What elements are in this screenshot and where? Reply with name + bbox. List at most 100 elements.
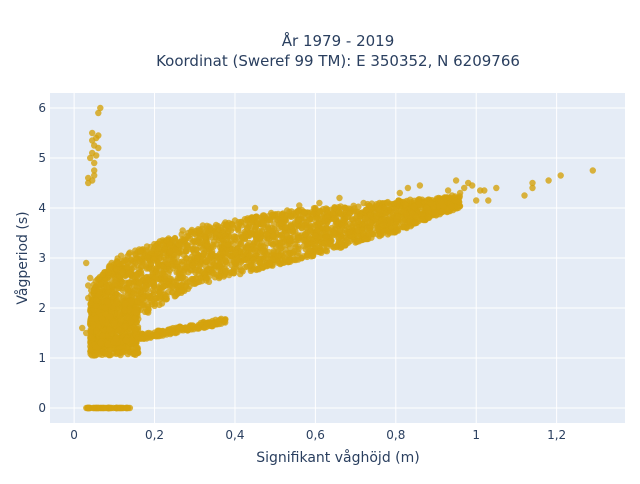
data-point [223,260,230,267]
data-point [291,247,298,255]
data-point [189,262,196,269]
data-point [165,270,172,277]
data-point [122,300,129,307]
data-point [461,184,468,192]
data-point [202,274,210,281]
data-point [384,227,391,235]
data-point [485,197,492,204]
data-point [203,320,211,327]
data-point [341,204,348,211]
data-point [246,252,253,259]
data-point [128,262,135,269]
data-point [253,213,260,220]
data-point [87,154,94,162]
data-point [444,187,452,194]
data-point [396,189,403,197]
data-point [150,280,157,287]
data-point [314,244,321,251]
x-tick-label: 0,2 [145,428,164,442]
data-point [232,249,239,256]
data-point [183,243,190,250]
data-point [107,263,115,271]
data-point [410,203,418,210]
data-point [195,239,202,247]
data-point [79,324,86,332]
data-point [353,208,360,215]
data-point [438,208,445,216]
data-point [233,255,241,263]
data-point [304,240,311,248]
data-point [119,268,126,275]
data-point [111,320,118,327]
data-point [317,208,324,215]
data-point [87,333,95,341]
data-point [193,246,200,253]
y-tick-label: 6 [38,101,46,115]
data-point [243,217,250,224]
data-point [115,260,123,267]
data-point [99,332,106,339]
data-point [203,242,211,249]
x-tick-label: 1,2 [547,428,566,442]
data-point [394,200,401,207]
data-point [163,292,170,300]
data-point [102,349,109,357]
data-point [90,281,97,288]
data-point [113,266,120,273]
data-point [114,291,121,299]
data-point [529,179,536,187]
data-point [147,330,154,337]
data-point [113,300,120,307]
data-point [401,201,409,208]
data-point [121,323,129,330]
data-point [348,224,355,231]
data-point [251,204,259,212]
data-point [114,281,121,288]
data-point [140,295,147,302]
data-point [136,280,143,287]
data-point [183,263,190,270]
data-point [416,182,424,189]
chart-title-line1: År 1979 - 2019 [282,31,395,50]
data-point [124,314,132,321]
data-point [278,211,285,218]
data-point [298,222,305,229]
data-point [440,203,447,211]
data-point [92,315,100,322]
data-point [411,220,419,227]
data-point [177,282,185,289]
data-point [169,328,176,335]
data-point [156,238,164,245]
data-point [188,253,196,260]
data-point [196,262,203,270]
data-point [379,221,387,228]
data-point [125,404,132,412]
data-point [316,199,323,207]
data-point [400,208,407,215]
data-point [166,248,174,255]
data-point [112,335,120,342]
data-point [172,246,179,253]
data-point [178,287,185,295]
y-tick-label: 0 [38,401,46,415]
data-point [184,279,191,286]
data-point [105,269,113,276]
data-point [118,316,125,323]
data-point [195,227,203,235]
data-point [93,152,100,159]
data-point [154,259,161,267]
data-point [394,213,402,220]
data-point [174,252,181,259]
data-point [103,283,110,290]
data-point [179,236,186,243]
data-point [163,237,170,244]
data-point [152,332,160,339]
data-point [104,341,112,348]
data-point [295,234,303,241]
data-point [134,298,141,305]
data-point [211,274,219,281]
data-point [452,177,460,184]
data-point [408,209,416,216]
data-point [354,227,362,234]
chart-title-line2: Koordinat (Sweref 99 TM): E 350352, N 62… [156,52,520,70]
